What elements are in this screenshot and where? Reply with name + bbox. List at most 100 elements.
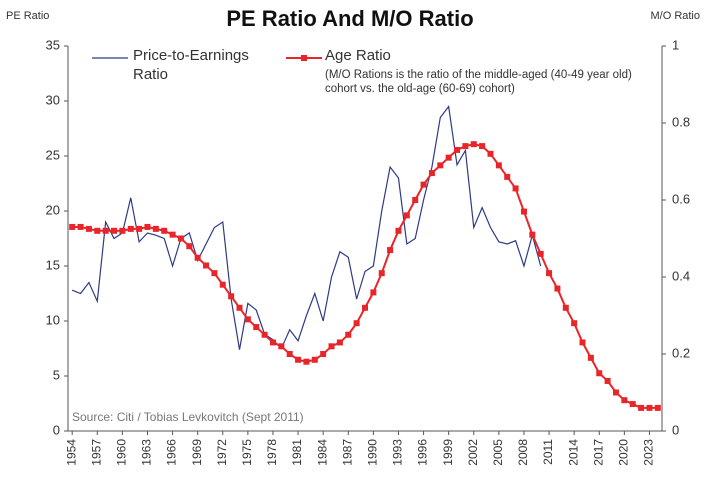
marker xyxy=(403,212,410,219)
marker xyxy=(286,351,293,357)
marker xyxy=(420,181,427,188)
x-tick-label: 2008 xyxy=(516,439,530,466)
x-tick-label: 1972 xyxy=(215,439,229,466)
y2-tick-label: 1 xyxy=(672,37,679,52)
x-tick-label: 2017 xyxy=(591,439,605,466)
y-tick-label: 30 xyxy=(46,92,60,107)
y-tick-label: 0 xyxy=(53,422,60,437)
marker xyxy=(520,208,527,215)
marker xyxy=(69,223,76,230)
marker xyxy=(370,289,377,296)
marker xyxy=(629,401,636,408)
series-line xyxy=(72,143,658,409)
marker xyxy=(378,270,385,277)
x-tick-label: 2005 xyxy=(491,439,505,466)
x-tick-label: 1987 xyxy=(340,439,354,466)
marker xyxy=(177,235,184,242)
marker xyxy=(612,389,619,396)
marker xyxy=(571,320,578,327)
marker xyxy=(85,225,92,232)
marker xyxy=(219,281,226,288)
y2-tick-label: 0.2 xyxy=(672,345,690,360)
x-tick-label: 2014 xyxy=(566,439,580,466)
marker xyxy=(345,331,352,338)
marker xyxy=(353,320,360,327)
marker xyxy=(77,223,84,230)
marker xyxy=(362,304,368,311)
marker xyxy=(320,351,327,357)
marker xyxy=(587,354,594,361)
marker xyxy=(161,227,168,234)
marker xyxy=(244,316,251,323)
marker xyxy=(336,339,343,346)
marker xyxy=(127,225,134,232)
x-tick-label: 1984 xyxy=(315,439,329,466)
x-tick-label: 1975 xyxy=(240,439,254,466)
marker xyxy=(437,162,444,169)
marker xyxy=(395,227,402,234)
marker xyxy=(646,404,653,411)
legend-marker xyxy=(301,55,307,61)
marker xyxy=(462,143,469,150)
marker xyxy=(454,146,461,153)
marker xyxy=(169,231,176,238)
marker xyxy=(504,173,511,180)
x-tick-label: 1957 xyxy=(89,439,103,466)
note: (M/O Rations is the ratio of the middle-… xyxy=(325,69,632,96)
marker xyxy=(562,304,569,311)
legend-label: Age Ratio xyxy=(325,47,391,64)
marker xyxy=(596,370,603,377)
marker xyxy=(554,285,561,292)
x-tick-label: 1981 xyxy=(290,439,304,466)
x-tick-label: 1999 xyxy=(441,439,455,466)
x-tick-label: 1966 xyxy=(165,439,179,466)
marker xyxy=(94,227,101,234)
marker xyxy=(412,197,419,203)
marker xyxy=(253,324,260,331)
marker xyxy=(638,404,645,411)
marker xyxy=(194,254,201,261)
marker xyxy=(495,162,502,169)
marker xyxy=(479,143,486,150)
marker xyxy=(428,170,435,177)
marker xyxy=(186,243,193,250)
x-tick-label: 1963 xyxy=(140,439,154,466)
y-tick-label: 20 xyxy=(46,202,60,217)
y-tick-label: 5 xyxy=(53,367,60,382)
marker xyxy=(529,231,536,238)
marker xyxy=(144,223,151,230)
marker xyxy=(152,225,159,232)
source: Source: Citi / Tobias Levkovitch (Sept 2… xyxy=(72,410,304,424)
x-tick-label: 2023 xyxy=(642,439,656,466)
marker xyxy=(311,356,318,363)
x-tick-label: 1996 xyxy=(416,439,430,466)
y2-tick-label: 0.4 xyxy=(672,268,690,283)
marker xyxy=(512,185,519,192)
x-tick-label: 2020 xyxy=(617,439,631,466)
marker xyxy=(546,270,553,277)
marker xyxy=(111,227,118,234)
x-tick-label: 2002 xyxy=(466,439,480,466)
y-tick-label: 25 xyxy=(46,147,60,162)
marker xyxy=(654,404,661,411)
marker xyxy=(136,225,143,232)
marker xyxy=(203,262,210,269)
y2-tick-label: 0 xyxy=(672,422,679,437)
y2-tick-label: 0.6 xyxy=(672,191,690,206)
x-tick-label: 1993 xyxy=(391,439,405,466)
y2-axis-label: M/O Ratio xyxy=(650,10,700,22)
marker xyxy=(445,154,452,161)
marker xyxy=(579,339,586,346)
x-tick-label: 2011 xyxy=(541,439,555,465)
y-tick-label: 10 xyxy=(46,312,60,327)
marker xyxy=(269,339,276,346)
legend-label: Price-to-Earnings Ratio xyxy=(133,47,249,83)
marker xyxy=(470,141,477,148)
marker xyxy=(236,304,243,311)
marker xyxy=(102,227,109,234)
marker xyxy=(119,227,126,234)
y-tick-label: 35 xyxy=(46,37,60,52)
marker xyxy=(387,247,394,254)
